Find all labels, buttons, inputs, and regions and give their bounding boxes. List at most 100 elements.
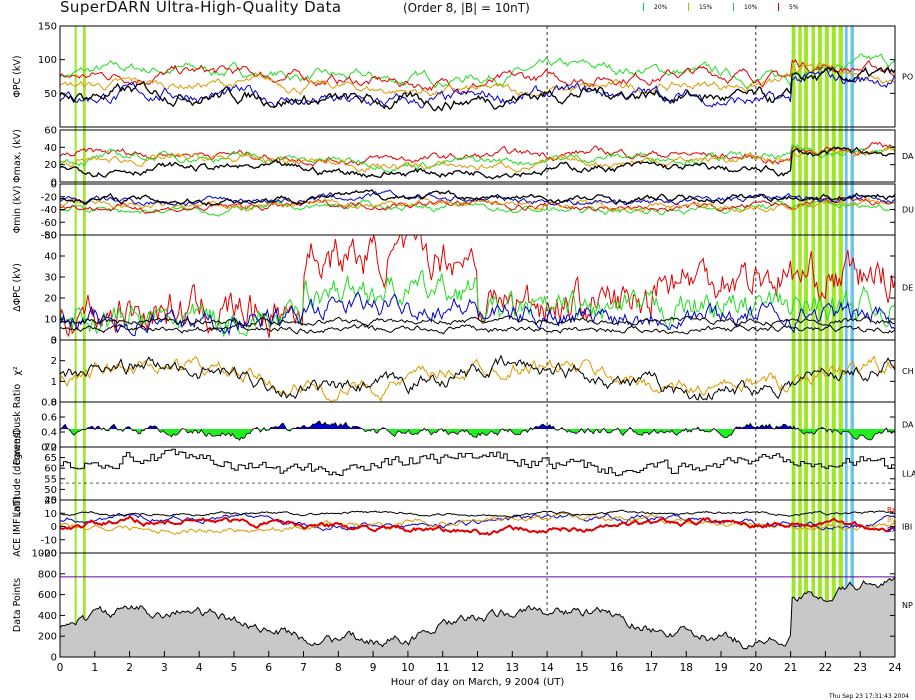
y-tick-label: 150 [38, 22, 57, 33]
series-dphi-black-2 [59, 322, 896, 335]
y-tick-label: 60 [44, 126, 57, 137]
x-tick-label: 21 [784, 662, 797, 674]
chart-subtitle: (Order 8, |B| = 10nT) [403, 1, 530, 15]
x-tick-label: 9 [370, 662, 377, 674]
highlight-band [831, 26, 836, 657]
y-tick-label: 3 [51, 336, 57, 347]
series-phi-max-orange [59, 146, 896, 174]
x-tick-label: 4 [196, 662, 203, 674]
y-tick-label: 0.8 [41, 398, 57, 409]
y-tick-label: 200 [38, 632, 57, 643]
legend-swatch [643, 3, 644, 11]
series-dphi-blue [59, 291, 896, 337]
x-tick-label: 20 [749, 662, 762, 674]
right-label-phi_min: DU [902, 206, 914, 215]
x-tick-label: 17 [645, 662, 658, 674]
x-tick-label: 5 [231, 662, 238, 674]
right-label-latitude: LLA [902, 470, 915, 479]
legend-swatch [688, 3, 689, 11]
y-tick-label: 65 [44, 453, 57, 464]
x-tick-label: 10 [401, 662, 414, 674]
x-tick-label: 19 [714, 662, 727, 674]
y-tick-label: 600 [38, 590, 57, 601]
x-tick-label: 13 [506, 662, 519, 674]
series-phi-min-blue [59, 189, 896, 206]
x-tick-label: 22 [819, 662, 832, 674]
x-tick-label: 18 [680, 662, 693, 674]
y-tick-label: 60 [44, 464, 57, 475]
y-tick-label: 45 [44, 496, 57, 507]
y-axis-label-phi_pc: ΦPC (kV) [12, 55, 23, 97]
y-tick-label: 0 [51, 653, 57, 664]
legend-swatch [733, 3, 734, 11]
highlight-band [803, 26, 809, 657]
x-tick-label: 7 [300, 662, 307, 674]
x-tick-label: 0 [57, 662, 64, 674]
panel-frame-phi_pc [59, 25, 896, 128]
y-tick-label: 0 [51, 178, 57, 189]
legend-item: 15% [688, 3, 712, 11]
right-label-phi_pc: PO [902, 73, 913, 82]
imf-series-label: By [887, 516, 896, 524]
series-phi-pc-black [59, 65, 896, 112]
highlight-band [798, 26, 802, 657]
x-tick-label: 11 [436, 662, 449, 674]
y-tick-label: 2 [51, 356, 57, 367]
highlight-band [791, 26, 796, 657]
legend-label: 10% [744, 4, 758, 11]
y-tick-label: 0 [51, 336, 57, 347]
y-tick-label: 400 [38, 611, 57, 622]
highlight-band [82, 26, 86, 657]
x-axis-label: Hour of day on March, 9 2004 (UT) [391, 677, 565, 688]
highlight-band [838, 26, 843, 657]
legend-label: 20% [654, 4, 668, 11]
y-tick-label: 20 [44, 294, 57, 305]
y-tick-label: 0.6 [41, 413, 57, 424]
series-chi2-orange [59, 355, 896, 403]
legend-item: 10% [733, 3, 757, 11]
highlight-band [817, 26, 822, 657]
imf-series-label: Bx [887, 526, 896, 534]
y-tick-label: 100 [38, 55, 57, 66]
data-points-fill [60, 576, 895, 657]
y-axis-label-phi_max: Φmax, (kV) [12, 129, 23, 183]
panel-frame-chi2 [59, 339, 896, 403]
highlight-band [844, 26, 848, 657]
y-axis-label-imf: ACE IMF (nT) [12, 496, 23, 557]
series-phi-max-red [59, 141, 896, 167]
series-phi-max-black [59, 146, 896, 180]
x-tick-label: 24 [888, 662, 902, 674]
series-latitude [60, 448, 896, 477]
highlight-band [824, 26, 829, 657]
y-tick-label: 0.4 [41, 428, 57, 439]
legend-swatch [778, 3, 779, 11]
y-tick-label: 40 [44, 252, 57, 263]
legend-item: 20% [643, 3, 667, 11]
x-tick-label: 12 [471, 662, 484, 674]
y-tick-label: -80 [41, 231, 57, 242]
x-tick-label: 14 [540, 662, 554, 674]
y-tick-label: 1 [51, 377, 57, 388]
series-dphi-black-1 [59, 315, 896, 328]
x-tick-label: 1 [91, 662, 98, 674]
x-tick-label: 3 [161, 662, 168, 674]
series-dphi-green [59, 269, 896, 337]
chart-title: SuperDARN Ultra-High-Quality Data [60, 0, 342, 16]
right-label-chi2: CH [902, 367, 914, 376]
y-tick-label: 30 [44, 273, 57, 284]
y-tick-label: 10 [44, 315, 57, 326]
y-tick-label: 50 [44, 231, 57, 242]
y-tick-label: 40 [44, 143, 57, 154]
right-label-data_points: NP [902, 601, 913, 610]
highlight-band [811, 26, 815, 657]
series-phi-min-green [59, 198, 896, 217]
x-tick-label: 8 [335, 662, 342, 674]
y-axis-label-phi_min: Φmin (kV) [12, 186, 23, 234]
imf-series-label: Bz [887, 506, 896, 514]
y-tick-label: 0 [51, 398, 57, 409]
y-tick-label: -60 [41, 218, 57, 229]
right-label-delta_phi_pc: DE [902, 284, 913, 293]
y-tick-label: 0 [51, 180, 57, 191]
highlight-bands [74, 26, 854, 657]
y-tick-label: 50 [44, 89, 57, 100]
